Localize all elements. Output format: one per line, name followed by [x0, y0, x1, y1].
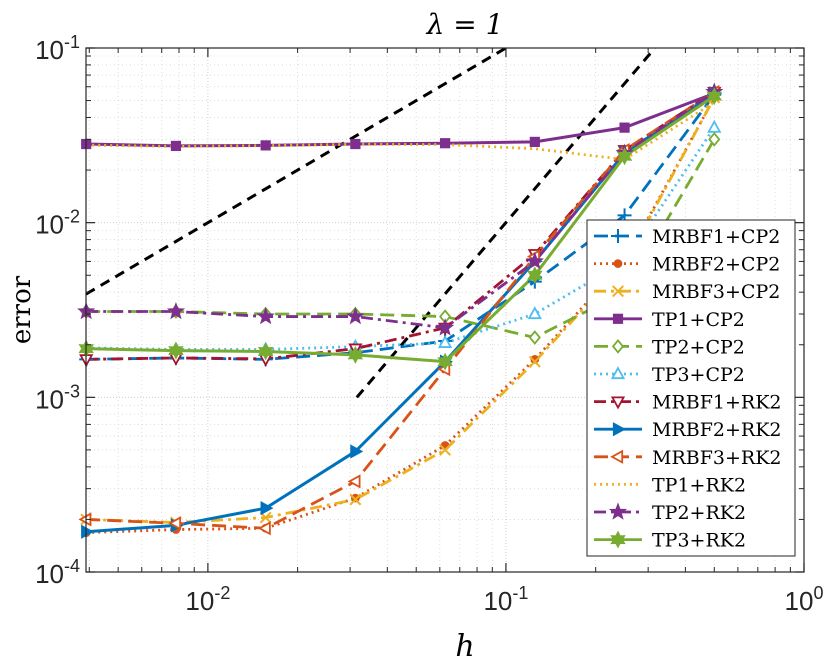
legend-item-tp1-rk2: TP1+RK2 — [594, 474, 746, 496]
legend-label: MRBF2+RK2 — [652, 419, 782, 441]
legend-label: TP3+RK2 — [652, 530, 746, 552]
marker-star — [436, 318, 455, 336]
legend-item-mrbf1-rk2: MRBF1+RK2 — [594, 392, 782, 414]
x-tick-label: 10-2 — [185, 583, 230, 616]
legend: MRBF1+CP2 MRBF2+CP2 MRBF3+CP2 TP1+CP2 TP2+CP… — [586, 219, 796, 557]
marker-diamond — [611, 339, 625, 354]
legend-item-mrbf3-cp2: MRBF3+CP2 — [594, 281, 780, 303]
series-tp1-cp2-line — [86, 91, 715, 148]
legend-item-tp2-rk2: TP2+RK2 — [594, 502, 746, 524]
marker-hexagram — [257, 342, 274, 361]
plot-frame — [85, 47, 805, 573]
marker-triangle-up — [610, 366, 626, 380]
marker-triangle-left — [610, 449, 624, 464]
marker-dot — [351, 493, 360, 503]
legend-item-mrbf2-rk2: MRBF2+RK2 — [594, 419, 782, 441]
y-tick-label: 10-1 — [35, 32, 80, 65]
legend-item-tp3-rk2: TP3+RK2 — [594, 530, 746, 552]
marker-x — [349, 493, 362, 506]
marker-hexagram — [527, 266, 543, 285]
legend-label: TP2+CP2 — [652, 336, 745, 358]
x-axis-label: h — [455, 629, 474, 664]
y-tick-label: 10-4 — [35, 556, 80, 589]
marker-star — [256, 306, 275, 325]
y-tick-label: 10-3 — [35, 381, 80, 414]
marker-star — [525, 251, 544, 270]
series-tp3-rk2-line — [86, 94, 716, 364]
reference-lines — [86, 48, 657, 399]
y-tick-label: 10-2 — [35, 207, 80, 240]
marker-hexagram — [610, 530, 626, 549]
marker-triangle-right — [612, 422, 626, 437]
marker-x — [528, 355, 541, 368]
marker-triangle-left — [257, 521, 271, 536]
legend-item-tp3-cp2: TP3+CP2 — [594, 364, 745, 386]
marker-triangle-right — [350, 444, 364, 459]
marker-triangle-right — [260, 501, 274, 516]
marker-triangle-down — [610, 396, 626, 410]
marker-square — [440, 138, 451, 149]
legend-label: TP2+RK2 — [652, 502, 746, 524]
legend-label: MRBF1+CP2 — [652, 226, 780, 248]
marker-hexagram — [347, 345, 364, 364]
reference-line — [86, 48, 507, 296]
legend-item-mrbf1-cp2: MRBF1+CP2 — [594, 226, 780, 248]
marker-hexagram — [168, 341, 184, 360]
marker-triangle-left — [347, 474, 361, 489]
legend-label: MRBF3+RK2 — [652, 447, 782, 469]
marker-triangle-up — [437, 335, 453, 348]
legend-item-mrbf2-cp2: MRBF2+CP2 — [594, 254, 780, 276]
legend-label: MRBF1+RK2 — [652, 392, 782, 414]
series-mrbf2-rk2-line — [86, 92, 716, 534]
marker-dot — [530, 354, 540, 364]
chart-title: λ = 1 — [426, 8, 504, 41]
marker-square — [612, 313, 624, 324]
tick-labels: 10-2 10-1 100 10-4 10-3 10-2 10-1 — [35, 32, 823, 616]
marker-square — [529, 136, 540, 148]
marker-diamond — [528, 330, 541, 345]
marker-triangle-right — [81, 524, 95, 539]
marker-hexagram — [706, 87, 723, 106]
marker-star — [346, 306, 365, 325]
marker-hexagram — [437, 352, 453, 371]
marker-x — [612, 285, 624, 298]
marker-square — [619, 122, 630, 133]
marker-star — [166, 301, 186, 320]
legend-box — [586, 219, 796, 557]
marker-dot — [613, 259, 623, 268]
marker-star — [608, 502, 628, 520]
x-tick-label: 10-1 — [483, 583, 528, 616]
marker-triangle-up — [527, 306, 542, 320]
series-tp2-rk2-line — [86, 90, 716, 330]
marker-diamond — [708, 131, 721, 147]
marker-plus — [611, 229, 625, 243]
y-axis-label: error — [7, 275, 37, 344]
marker-triangle-up — [707, 119, 722, 133]
legend-label: MRBF2+CP2 — [652, 254, 780, 276]
series-mrbf3-rk2-line — [86, 90, 716, 530]
legend-label: TP1+RK2 — [652, 474, 746, 496]
legend-label: TP1+CP2 — [652, 309, 745, 331]
legend-label: MRBF3+CP2 — [652, 281, 780, 303]
legend-item-tp2-cp2: TP2+CP2 — [594, 336, 745, 358]
legend-item-tp1-cp2: TP1+CP2 — [594, 309, 745, 331]
marker-triangle-left — [168, 516, 182, 531]
marker-square — [260, 140, 271, 151]
x-tick-label: 100 — [785, 583, 824, 616]
marker-square — [170, 140, 182, 152]
legend-item-mrbf3-rk2: MRBF3+RK2 — [594, 447, 782, 469]
marker-square — [350, 138, 361, 150]
marker-hexagram — [616, 147, 633, 166]
axis-ticks — [86, 47, 805, 573]
reference-line — [355, 48, 657, 399]
marker-x — [439, 443, 452, 456]
legend-label: TP3+CP2 — [652, 364, 745, 386]
